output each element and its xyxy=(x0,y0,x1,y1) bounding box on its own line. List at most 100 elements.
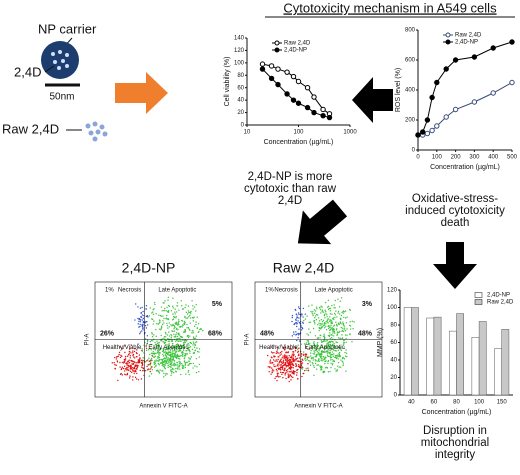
event-dot xyxy=(344,334,347,336)
event-dot xyxy=(148,375,151,377)
event-dot xyxy=(173,325,176,327)
event-dot xyxy=(331,322,333,325)
event-dot xyxy=(192,362,195,365)
event-dot xyxy=(319,323,322,325)
event-dot xyxy=(175,356,177,359)
event-dot xyxy=(180,362,183,365)
event-dot xyxy=(142,317,145,320)
event-dot xyxy=(148,360,151,363)
event-dot xyxy=(176,361,178,364)
event-dot xyxy=(136,364,138,366)
event-dot xyxy=(170,374,172,377)
event-dot xyxy=(335,354,338,357)
event-dot xyxy=(336,325,338,327)
event-dot xyxy=(167,299,169,301)
event-dot xyxy=(330,324,332,327)
event-dot xyxy=(292,376,294,379)
event-dot xyxy=(145,345,148,347)
event-dot xyxy=(144,370,146,372)
event-dot xyxy=(184,339,186,342)
event-dot xyxy=(193,342,195,345)
event-dot xyxy=(132,353,135,356)
event-dot xyxy=(314,347,317,350)
event-dot xyxy=(177,329,179,331)
event-dot xyxy=(349,321,351,323)
event-dot xyxy=(271,346,273,348)
event-dot xyxy=(158,353,160,355)
event-dot xyxy=(319,366,322,369)
event-dot xyxy=(154,303,156,306)
event-dot xyxy=(142,327,144,330)
event-dot xyxy=(184,306,186,309)
event-dot xyxy=(135,378,138,380)
event-dot xyxy=(329,370,331,373)
event-dot xyxy=(166,352,168,354)
event-dot xyxy=(289,364,291,366)
event-dot xyxy=(335,370,337,372)
event-dot xyxy=(281,366,283,368)
event-dot xyxy=(278,352,280,354)
event-dot xyxy=(291,357,293,359)
event-dot xyxy=(333,359,335,362)
y-tick-label: 0 xyxy=(412,148,416,154)
event-dot xyxy=(137,317,139,320)
event-dot xyxy=(287,362,290,364)
event-dot xyxy=(291,364,293,366)
event-dot xyxy=(287,351,289,354)
event-dot xyxy=(166,358,168,360)
event-dot xyxy=(172,353,174,355)
arrow xyxy=(352,77,393,123)
event-dot xyxy=(340,314,343,317)
event-dot xyxy=(322,319,325,322)
event-dot xyxy=(275,375,277,378)
event-dot xyxy=(288,376,290,378)
event-dot xyxy=(167,346,170,348)
event-dot xyxy=(342,327,344,329)
event-dot xyxy=(344,317,347,319)
event-dot xyxy=(179,326,181,328)
event-dot xyxy=(289,361,291,363)
event-dot xyxy=(292,358,294,360)
event-dot xyxy=(139,331,142,333)
event-dot xyxy=(332,332,334,334)
event-dot xyxy=(186,313,189,315)
event-dot xyxy=(334,368,336,370)
event-dot xyxy=(331,327,333,329)
event-dot xyxy=(149,370,151,373)
event-dot xyxy=(149,353,151,356)
event-dot xyxy=(296,372,298,374)
event-dot xyxy=(195,310,197,312)
x-tick-label: 10 xyxy=(244,130,251,136)
event-dot xyxy=(198,356,201,358)
event-dot xyxy=(132,362,135,364)
event-dot xyxy=(309,364,312,366)
event-dot xyxy=(269,362,271,364)
event-dot xyxy=(327,343,330,345)
event-dot xyxy=(137,365,139,367)
event-dot xyxy=(323,313,326,316)
event-dot xyxy=(157,323,159,325)
event-dot xyxy=(334,347,337,349)
event-dot xyxy=(159,321,161,323)
event-dot xyxy=(152,313,155,316)
event-dot xyxy=(142,357,144,359)
event-dot xyxy=(192,344,194,346)
event-dot xyxy=(160,327,163,330)
event-dot xyxy=(301,368,303,370)
event-dot xyxy=(131,359,133,362)
event-dot xyxy=(303,319,305,322)
event-dot xyxy=(284,367,286,369)
event-dot xyxy=(286,364,289,367)
point xyxy=(471,99,478,105)
event-dot xyxy=(318,327,321,329)
event-dot xyxy=(338,313,341,315)
event-dot xyxy=(334,350,336,352)
event-dot xyxy=(291,358,293,360)
event-dot xyxy=(167,327,169,329)
event-dot xyxy=(338,306,341,308)
event-dot xyxy=(162,349,165,351)
event-dot xyxy=(142,310,144,313)
event-dot xyxy=(159,362,162,364)
event-dot xyxy=(161,370,163,372)
event-dot xyxy=(151,333,153,335)
